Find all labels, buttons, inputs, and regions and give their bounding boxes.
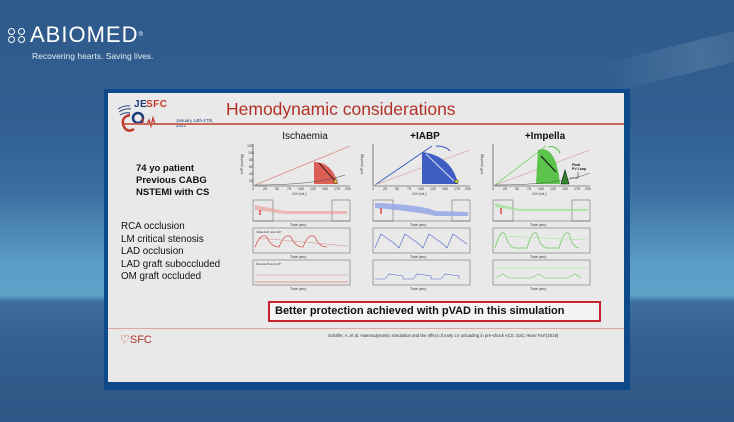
iabp-chart: LVP (mmHg) 0 25 50 75 100 125 150 175 200 LVV (m…: [360, 144, 471, 291]
svg-text:Time (sec): Time (sec): [410, 255, 426, 259]
svg-text:100: 100: [248, 151, 254, 155]
sfc-logo: ♡SFC: [120, 334, 152, 346]
svg-text:Time (sec): Time (sec): [290, 223, 306, 227]
svg-text:150: 150: [442, 187, 448, 191]
svg-text:Initial AoP and LVP: Initial AoP and LVP: [256, 230, 281, 234]
conclusion-box: Better protection achieved with pVAD in …: [268, 301, 601, 322]
svg-text:175: 175: [454, 187, 460, 191]
slide-title: Hemodynamic considerations: [226, 99, 456, 119]
patient-summary: 74 yo patient Previous CABG NSTEMI with …: [136, 163, 210, 198]
ischaemia-chart: LVP (mmHg) 120 100 80 60 40 20 0 25 50 75 100 125 1…: [240, 144, 351, 291]
svg-text:175: 175: [334, 187, 340, 191]
svg-text:Time (sec): Time (sec): [530, 255, 546, 259]
svg-text:Final AoP and LVP: Final AoP and LVP: [256, 262, 281, 266]
presentation-slide: JE SFC January 14th-17th, 2021 Hemodynam…: [108, 93, 624, 382]
impella-chart: LVP (mmHg) 0 25 50 75 100 125 150 175 200 LVV (m…: [480, 144, 591, 291]
svg-text:75: 75: [287, 187, 291, 191]
svg-text:25: 25: [263, 187, 267, 191]
svg-text:100: 100: [298, 187, 304, 191]
brand-name: ABIOMED: [30, 22, 139, 47]
title-divider: [124, 123, 624, 125]
svg-text:Final: Final: [572, 163, 580, 167]
svg-text:200: 200: [465, 187, 471, 191]
svg-text:20: 20: [249, 179, 253, 183]
svg-text:0: 0: [252, 187, 254, 191]
svg-text:125: 125: [430, 187, 436, 191]
svg-text:LVP (mmHg): LVP (mmHg): [360, 154, 364, 174]
svg-text:0: 0: [492, 187, 494, 191]
svg-text:50: 50: [515, 187, 519, 191]
heart-icon: ♡: [120, 334, 130, 346]
svg-text:75: 75: [407, 187, 411, 191]
chart-panel-impella: +Impella LVP (mmHg) 0 25 50 75 100 125 150 175 2…: [480, 131, 596, 305]
svg-text:Time (sec): Time (sec): [410, 223, 426, 227]
svg-text:25: 25: [383, 187, 387, 191]
svg-text:60: 60: [249, 165, 253, 169]
svg-text:125: 125: [310, 187, 316, 191]
svg-text:120: 120: [247, 144, 253, 148]
svg-text:150: 150: [322, 187, 328, 191]
svg-text:100: 100: [418, 187, 424, 191]
svg-text:LVV (mL): LVV (mL): [412, 192, 427, 196]
slide-frame: JE SFC January 14th-17th, 2021 Hemodynam…: [104, 89, 630, 390]
svg-text:Time (sec): Time (sec): [530, 287, 546, 291]
abiomed-brand: ABIOMED ® Recovering hearts. Saving lives…: [8, 22, 153, 61]
svg-text:175: 175: [574, 187, 580, 191]
findings-list: RCA occlusion LM critical stenosis LAD o…: [121, 221, 221, 282]
svg-text:100: 100: [538, 187, 544, 191]
footer-divider: [108, 328, 624, 329]
svg-text:50: 50: [395, 187, 399, 191]
svg-text:200: 200: [345, 187, 351, 191]
svg-text:LVV (mL): LVV (mL): [532, 192, 547, 196]
svg-text:Time (sec): Time (sec): [410, 287, 426, 291]
svg-text:80: 80: [249, 158, 253, 162]
svg-text:LVV (mL): LVV (mL): [292, 192, 307, 196]
jesfc-logo: JE SFC January 14th-17th, 2021: [112, 97, 222, 133]
abiomed-logo-icon: [8, 27, 27, 43]
svg-text:0: 0: [372, 187, 374, 191]
event-date: January 14th-17th, 2021: [176, 118, 214, 128]
svg-text:LVP (mmHg): LVP (mmHg): [240, 154, 244, 174]
svg-text:Time (sec): Time (sec): [290, 287, 306, 291]
svg-text:25: 25: [503, 187, 507, 191]
brand-tagline: Recovering hearts. Saving lives.: [32, 51, 154, 61]
svg-text:200: 200: [585, 187, 591, 191]
svg-text:150: 150: [562, 187, 568, 191]
background-sheen: [599, 16, 734, 94]
svg-text:PV Loop: PV Loop: [572, 167, 586, 171]
svg-text:Time (sec): Time (sec): [290, 255, 306, 259]
citation: Schäfer, A. et al. Haemodynamic simulati…: [328, 333, 559, 338]
chart-panel-ischaemia: Ischaemia LVP (mmHg) 120 100 80 60 40 20 0 25 5…: [240, 131, 356, 305]
chart-panel-iabp: +IABP LVP (mmHg) 0 25 50 75 100 125 150 175 200 …: [360, 131, 476, 305]
svg-text:50: 50: [275, 187, 279, 191]
svg-text:125: 125: [550, 187, 556, 191]
svg-text:LVP (mmHg): LVP (mmHg): [480, 154, 484, 174]
svg-text:40: 40: [249, 172, 253, 176]
svg-text:75: 75: [527, 187, 531, 191]
svg-text:Time (sec): Time (sec): [530, 223, 546, 227]
